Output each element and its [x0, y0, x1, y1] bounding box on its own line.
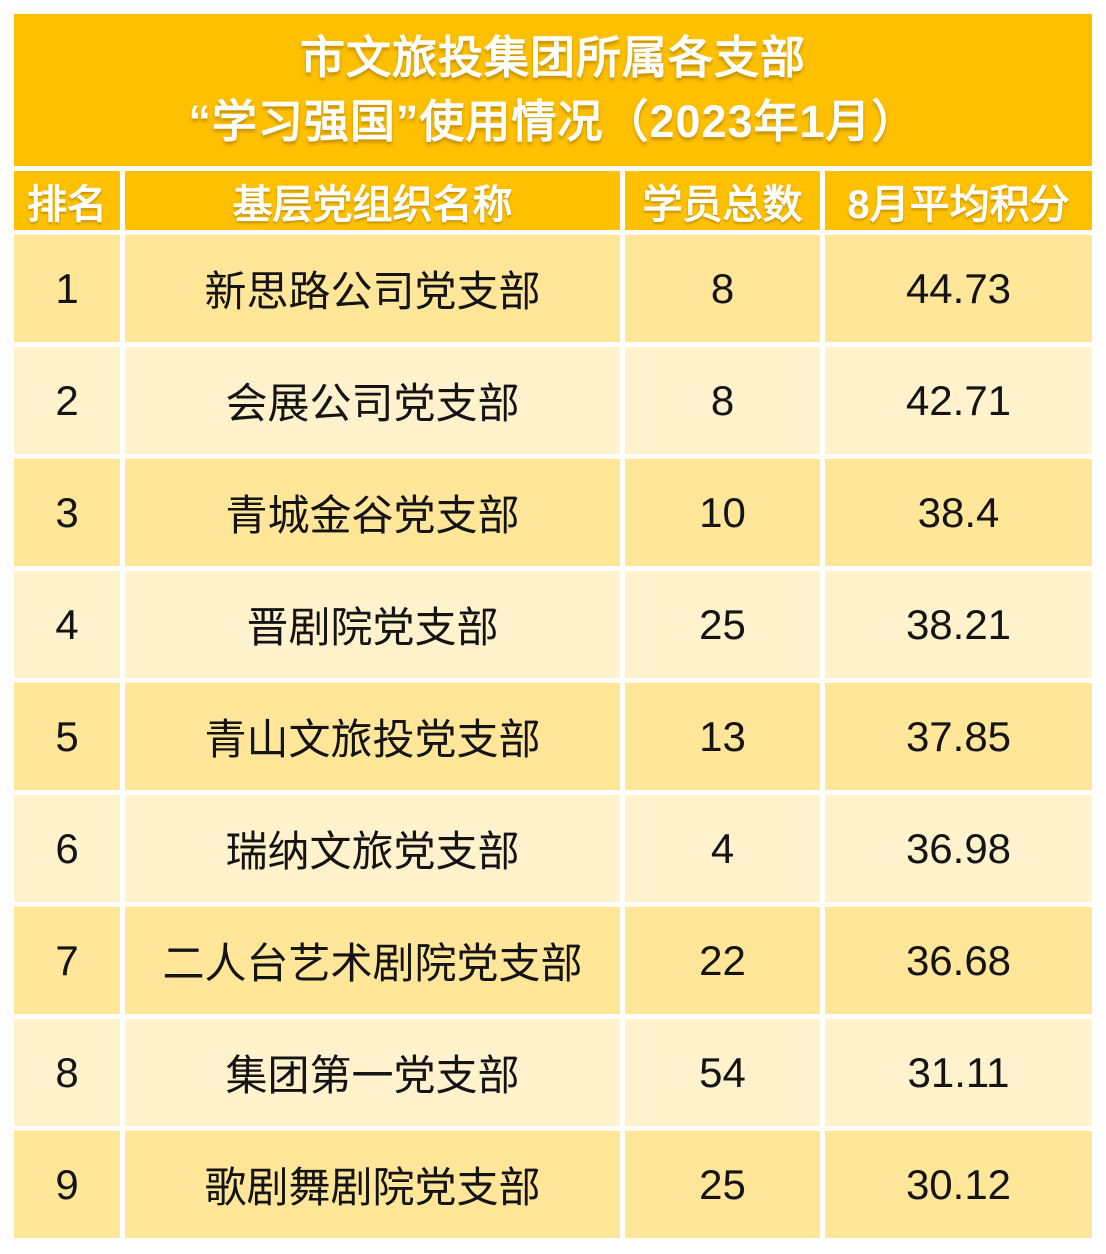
table-cell-name: 新思路公司党支部: [125, 235, 620, 342]
table-cell-name: 歌剧舞剧院党支部: [125, 1131, 620, 1238]
title-line-2: “学习强国”使用情况（2023年1月）: [188, 96, 918, 147]
table-cell-score: 36.68: [825, 907, 1092, 1014]
table-cell-rank: 3: [14, 459, 120, 566]
table-cell-name: 青城金谷党支部: [125, 459, 620, 566]
table-cell-score: 38.4: [825, 459, 1092, 566]
table-cell-rank: 1: [14, 235, 120, 342]
column-header-rank: 排名: [14, 171, 120, 230]
table-title: 市文旅投集团所属各支部 “学习强国”使用情况（2023年1月）: [14, 14, 1092, 166]
table-cell-rank: 5: [14, 683, 120, 790]
table-cell-students: 13: [625, 683, 820, 790]
ranking-table: 排名 基层党组织名称 学员总数 8月平均积分 1 新思路公司党支部 8 44.73 2 会展公司党…: [14, 171, 1092, 1238]
table-cell-students: 54: [625, 1019, 820, 1126]
table-cell-students: 10: [625, 459, 820, 566]
table-cell-name: 晋剧院党支部: [125, 571, 620, 678]
column-header-name: 基层党组织名称: [125, 171, 620, 230]
table-cell-name: 瑞纳文旅党支部: [125, 795, 620, 902]
title-line-1: 市文旅投集团所属各支部: [299, 32, 806, 83]
table-cell-students: 8: [625, 347, 820, 454]
table-cell-students: 4: [625, 795, 820, 902]
table-cell-name: 二人台艺术剧院党支部: [125, 907, 620, 1014]
table-cell-rank: 9: [14, 1131, 120, 1238]
table-cell-rank: 8: [14, 1019, 120, 1126]
table-cell-rank: 7: [14, 907, 120, 1014]
table-cell-score: 42.71: [825, 347, 1092, 454]
table-cell-students: 25: [625, 571, 820, 678]
column-header-students: 学员总数: [625, 171, 820, 230]
table-cell-score: 31.11: [825, 1019, 1092, 1126]
table-cell-score: 36.98: [825, 795, 1092, 902]
table-cell-students: 8: [625, 235, 820, 342]
table-cell-students: 22: [625, 907, 820, 1014]
table-cell-name: 集团第一党支部: [125, 1019, 620, 1126]
table-cell-score: 37.85: [825, 683, 1092, 790]
table-cell-score: 44.73: [825, 235, 1092, 342]
table-cell-rank: 2: [14, 347, 120, 454]
column-header-score: 8月平均积分: [825, 171, 1092, 230]
table-cell-rank: 4: [14, 571, 120, 678]
table-cell-name: 青山文旅投党支部: [125, 683, 620, 790]
table-cell-rank: 6: [14, 795, 120, 902]
table-cell-students: 25: [625, 1131, 820, 1238]
table-cell-score: 30.12: [825, 1131, 1092, 1238]
table-cell-name: 会展公司党支部: [125, 347, 620, 454]
table-cell-score: 38.21: [825, 571, 1092, 678]
